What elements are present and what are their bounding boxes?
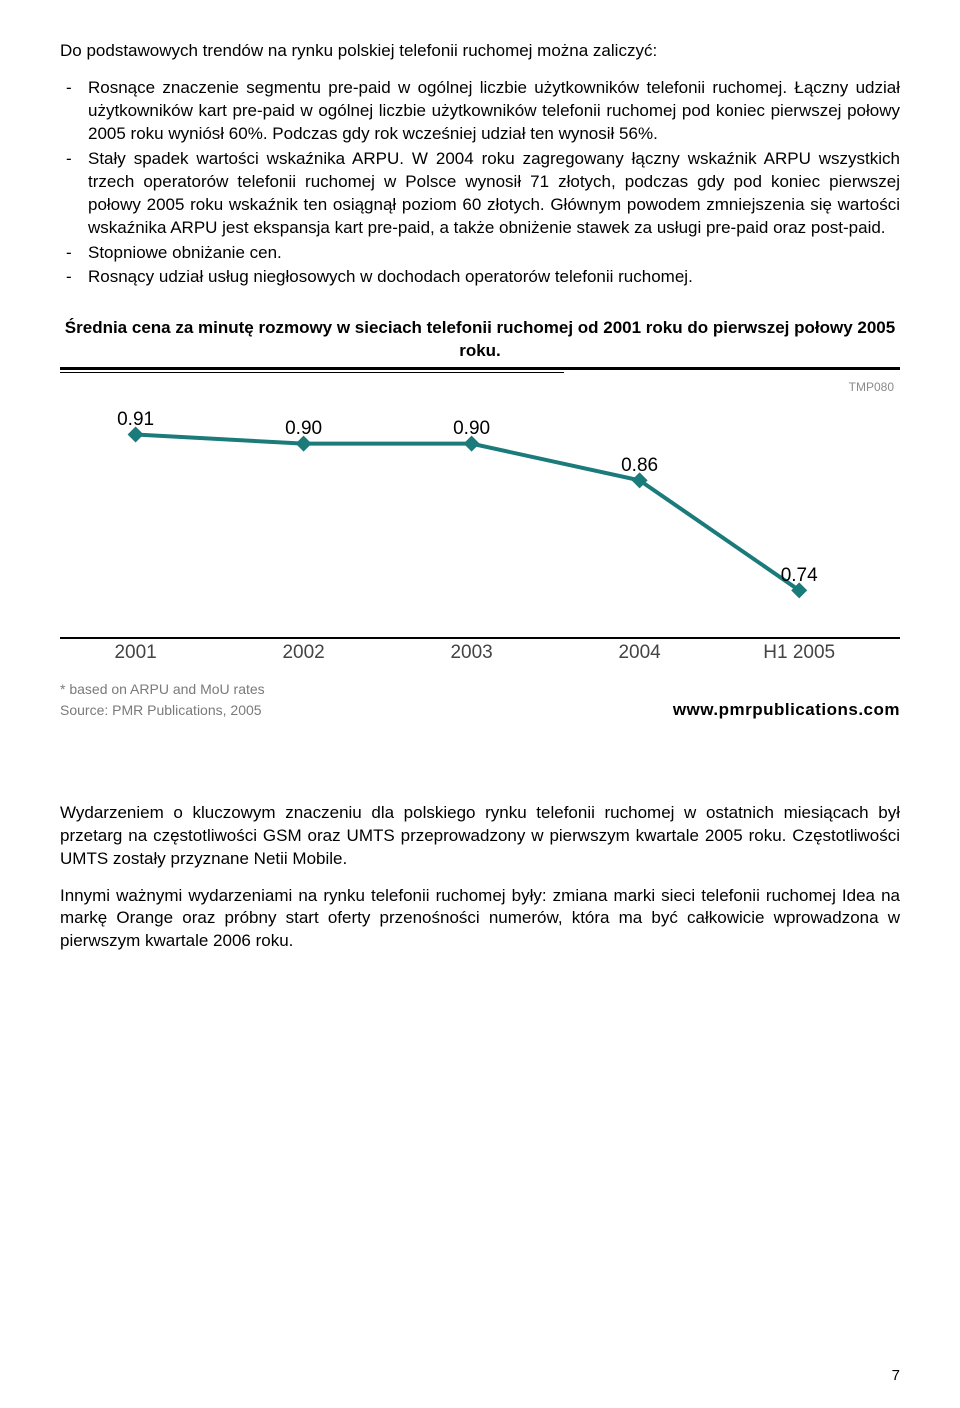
chart-source-url: www.pmrpublications.com [673,699,900,722]
list-item: Rosnący udział usług niegłosowych w doch… [88,266,900,289]
page-content: Do podstawowych trendów na rynku polskie… [0,0,960,987]
chart-footnote: * based on ARPU and MoU rates [60,681,900,699]
chart-source-row: Source: PMR Publications, 2005 www.pmrpu… [60,699,900,722]
data-point-label: 0.91 [117,407,154,433]
chart-container: TMP080 2001 2002 2003 2004 H1 2005 0.91 0.90 0… [60,379,900,679]
data-point-label: 0.86 [621,453,658,479]
list-item: Stopniowe obniżanie cen. [88,242,900,265]
divider-thin [60,372,564,373]
paragraph-2: Wydarzeniem o kluczowym znaczeniu dla po… [60,802,900,871]
intro-paragraph: Do podstawowych trendów na rynku polskie… [60,40,900,63]
list-item: Stały spadek wartości wskaźnika ARPU. W … [88,148,900,240]
list-item: Rosnące znaczenie segmentu pre-paid w og… [88,77,900,146]
x-axis-label: 2003 [450,640,492,666]
page-number: 7 [892,1367,900,1384]
data-point-label: 0.74 [781,563,818,589]
x-axis-label: 2004 [618,640,660,666]
x-axis-label: 2002 [282,640,324,666]
divider-thick [60,367,900,370]
trend-list: Rosnące znaczenie segmentu pre-paid w og… [60,77,900,289]
data-point-label: 0.90 [453,416,490,442]
data-point-label: 0.90 [285,416,322,442]
chart-source: Source: PMR Publications, 2005 [60,701,262,720]
paragraph-3: Innymi ważnymi wydarzeniami na rynku tel… [60,885,900,954]
x-axis-label: H1 2005 [763,640,835,666]
chart-title: Średnia cena za minutę rozmowy w sieciac… [60,317,900,363]
x-axis-label: 2001 [114,640,156,666]
watermark-label: TMP080 [849,379,894,395]
